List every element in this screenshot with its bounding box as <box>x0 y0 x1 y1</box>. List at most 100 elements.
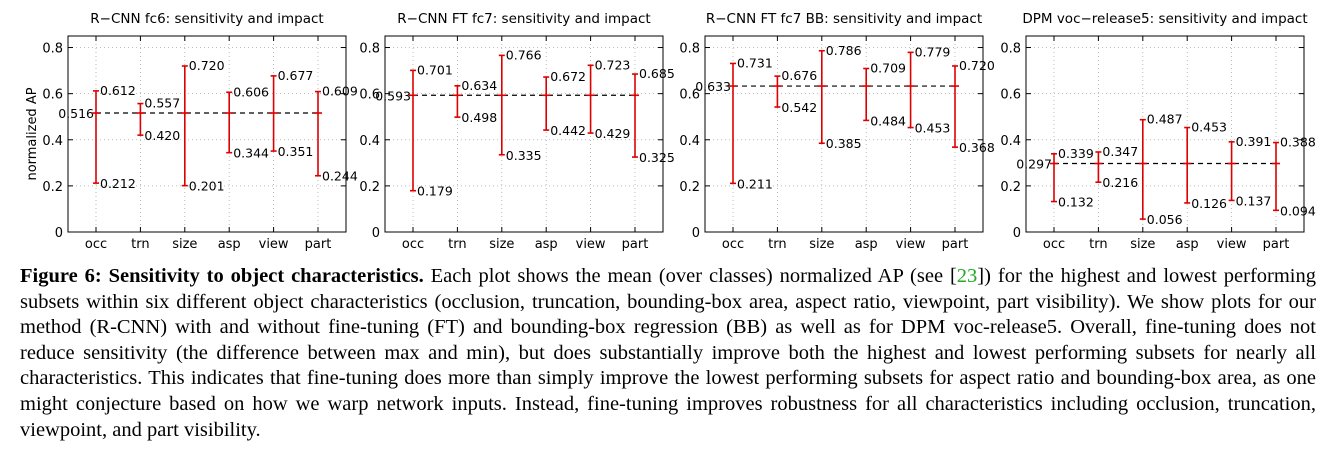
max-value-label-part: 0.609 <box>322 84 358 99</box>
min-value-label-trn: 0.216 <box>1102 175 1138 190</box>
y-tick-label: 0 <box>55 226 63 241</box>
x-tick-label-part: part <box>622 237 649 252</box>
min-value-label-size: 0.056 <box>1147 212 1183 227</box>
chart-title: DPM voc−release5: sensitivity and impact <box>1022 11 1307 27</box>
min-value-label-occ: 0.212 <box>100 176 136 191</box>
x-tick-label-part: part <box>942 237 969 252</box>
y-tick-label: 0.6 <box>1000 88 1021 103</box>
y-tick-label: 0.8 <box>679 42 700 57</box>
min-value-label-view: 0.351 <box>278 144 314 159</box>
min-value-label-view: 0.137 <box>1236 193 1272 208</box>
min-value-label-trn: 0.542 <box>781 100 817 115</box>
x-tick-label-view: view <box>259 237 289 252</box>
max-value-label-asp: 0.606 <box>233 84 269 99</box>
x-tick-label-occ: occ <box>85 237 107 252</box>
figure-6-charts: R−CNN fc6: sensitivity and impact 0 0.2 0.4… <box>25 11 1316 252</box>
max-value-label-trn: 0.634 <box>461 78 497 93</box>
min-value-label-trn: 0.498 <box>461 110 497 125</box>
x-tick-label-trn: trn <box>131 237 149 252</box>
y-tick-label: 0.8 <box>359 42 380 57</box>
chart-title: R−CNN fc6: sensitivity and impact <box>90 11 323 27</box>
max-value-label-asp: 0.453 <box>1191 120 1227 135</box>
x-tick-label-view: view <box>896 237 926 252</box>
max-value-label-size: 0.720 <box>189 58 225 73</box>
x-tick-label-trn: trn <box>448 237 466 252</box>
x-tick-label-asp: asp <box>1176 237 1199 252</box>
x-tick-label-view: view <box>1217 237 1247 252</box>
x-tick-label-trn: trn <box>1089 237 1107 252</box>
max-value-label-occ: 0.339 <box>1058 146 1094 161</box>
plot-frame <box>384 35 664 233</box>
min-value-label-trn: 0.420 <box>144 128 180 143</box>
x-tick-label-size: size <box>1130 237 1155 252</box>
min-value-label-occ: 0.211 <box>737 176 773 191</box>
citation-link[interactable]: 23 <box>956 265 978 287</box>
x-tick-label-size: size <box>489 237 514 252</box>
min-value-label-part: 0.094 <box>1280 203 1316 218</box>
y-tick-label: 0.2 <box>679 180 700 195</box>
max-value-label-size: 0.786 <box>826 43 862 58</box>
caption-text-2: ]) for the highest and lowest performing… <box>20 265 1316 441</box>
plot-frame <box>704 35 984 233</box>
x-tick-label-occ: occ <box>402 237 424 252</box>
min-value-label-asp: 0.344 <box>233 146 269 161</box>
max-value-label-size: 0.766 <box>506 47 542 62</box>
caption-lead: Figure 6: Sensitivity to object characte… <box>20 265 424 287</box>
max-value-label-asp: 0.709 <box>870 61 906 76</box>
figure-caption: Figure 6: Sensitivity to object characte… <box>20 264 1316 443</box>
min-value-label-view: 0.453 <box>915 121 951 136</box>
caption-text-1: Each plot shows the mean (over classes) … <box>423 265 957 287</box>
max-value-label-trn: 0.557 <box>144 96 180 111</box>
mean-label: 0.633 <box>695 79 731 94</box>
y-tick-label: 0 <box>1013 226 1021 241</box>
max-value-label-occ: 0.612 <box>100 83 136 98</box>
max-value-label-view: 0.723 <box>595 57 631 72</box>
y-tick-label: 0.6 <box>679 88 700 103</box>
y-tick-label: 0.4 <box>1000 134 1021 149</box>
min-value-label-part: 0.244 <box>322 169 358 184</box>
min-value-label-size: 0.385 <box>826 136 862 151</box>
max-value-label-occ: 0.701 <box>417 62 453 77</box>
y-tick-label: 0.6 <box>42 88 63 103</box>
min-value-label-asp: 0.484 <box>870 113 906 128</box>
max-value-label-part: 0.685 <box>639 66 675 81</box>
x-tick-label-asp: asp <box>535 237 558 252</box>
max-value-label-part: 0.388 <box>1280 135 1316 150</box>
max-value-label-view: 0.779 <box>915 44 951 59</box>
x-tick-label-size: size <box>809 237 834 252</box>
y-tick-label: 0.2 <box>1000 180 1021 195</box>
min-value-label-size: 0.201 <box>189 179 225 194</box>
max-value-label-trn: 0.676 <box>781 68 817 83</box>
x-tick-label-trn: trn <box>768 237 786 252</box>
plot-frame <box>1025 35 1305 233</box>
min-value-label-part: 0.325 <box>639 150 675 165</box>
max-value-label-asp: 0.672 <box>550 69 586 84</box>
y-tick-label: 0.8 <box>1000 42 1021 57</box>
mean-label: 0.297 <box>1016 157 1052 172</box>
x-tick-label-occ: occ <box>722 237 744 252</box>
y-tick-label: 0.4 <box>42 134 63 149</box>
max-value-label-view: 0.677 <box>278 68 314 83</box>
max-value-label-view: 0.391 <box>1236 134 1272 149</box>
chart-title: R−CNN FT fc7 BB: sensitivity and impact <box>706 11 982 27</box>
plot-frame <box>67 35 347 233</box>
min-value-label-view: 0.429 <box>595 126 631 141</box>
y-tick-label: 0.8 <box>42 42 63 57</box>
y-tick-label: 0 <box>372 226 380 241</box>
max-value-label-size: 0.487 <box>1147 112 1183 127</box>
y-tick-label: 0.4 <box>359 134 380 149</box>
x-tick-label-view: view <box>576 237 606 252</box>
x-tick-label-occ: occ <box>1043 237 1065 252</box>
min-value-label-occ: 0.179 <box>417 184 453 199</box>
mean-label: 0.593 <box>375 88 411 103</box>
y-tick-label: 0 <box>692 226 700 241</box>
x-tick-label-part: part <box>1263 237 1290 252</box>
chart-title: R−CNN FT fc7: sensitivity and impact <box>397 11 650 27</box>
max-value-label-trn: 0.347 <box>1102 144 1138 159</box>
x-tick-label-asp: asp <box>855 237 878 252</box>
min-value-label-size: 0.335 <box>506 148 542 163</box>
min-value-label-asp: 0.126 <box>1191 196 1227 211</box>
y-axis-label: normalized AP <box>25 87 40 180</box>
x-tick-label-size: size <box>172 237 197 252</box>
max-value-label-occ: 0.731 <box>737 55 773 70</box>
